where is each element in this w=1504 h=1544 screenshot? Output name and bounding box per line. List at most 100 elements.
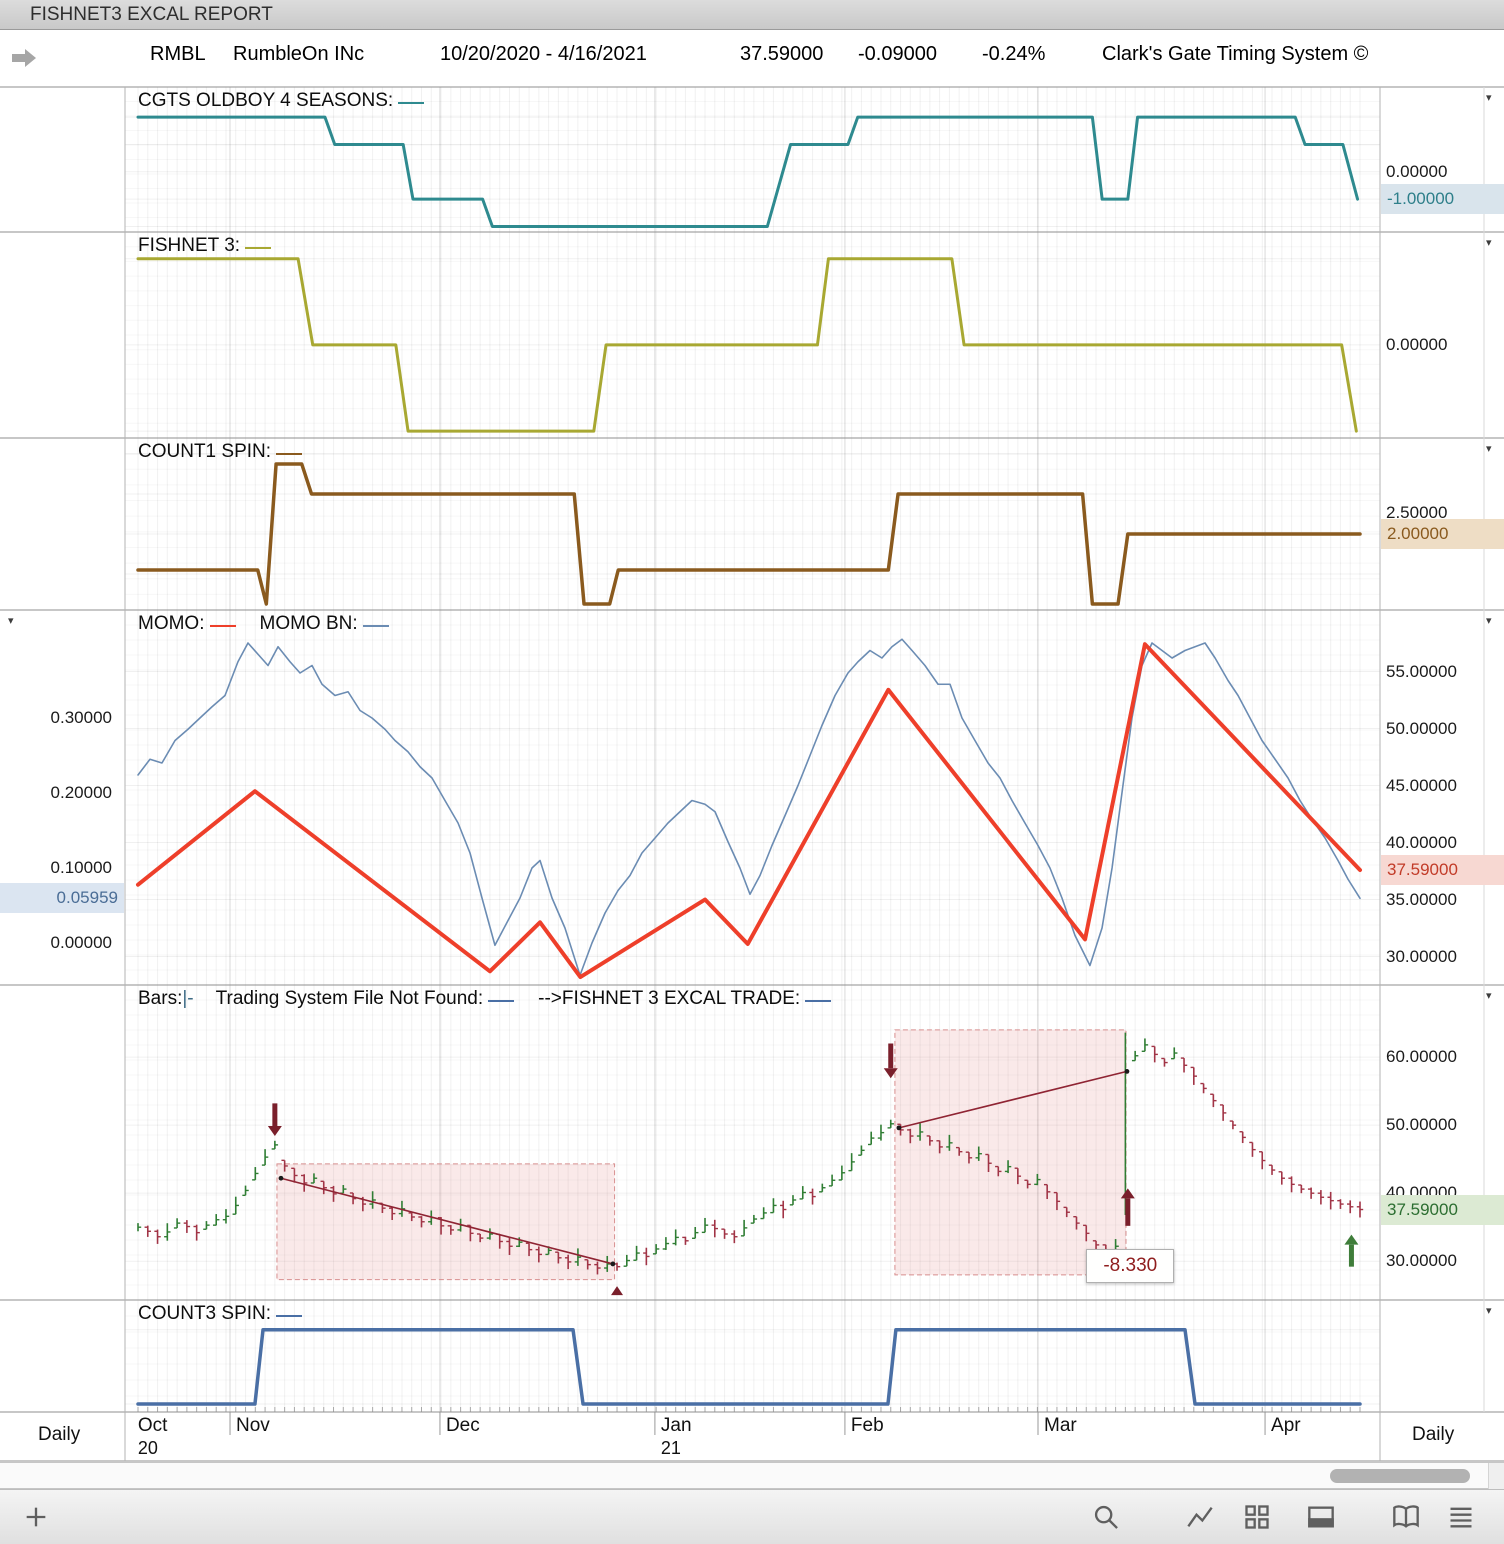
axis-tick-label: 0.00000 xyxy=(1386,334,1448,354)
axis-tick-label: 50.00000 xyxy=(1386,718,1457,738)
panel-title-count1-spin: COUNT1 SPIN: xyxy=(138,441,304,463)
price-change: -0.09000 xyxy=(858,43,937,65)
bottom-toolbar xyxy=(0,1489,1504,1544)
axis-value-highlight: -1.00000 xyxy=(1381,184,1504,215)
series-count1-spin xyxy=(136,462,1362,606)
system-credit: Clark's Gate Timing System © xyxy=(1102,43,1369,65)
panel-price-bars xyxy=(125,1029,1380,1296)
trade-zone xyxy=(894,1029,1127,1276)
axis-tick-label: 50.00000 xyxy=(1386,1115,1457,1135)
panel-collapse-control[interactable]: ▾ xyxy=(1486,237,1492,249)
month-label: Jan xyxy=(660,1415,692,1436)
series-color-swatch xyxy=(276,1315,303,1317)
panel-label: Trading System File Not Found: xyxy=(215,988,484,1009)
year-label: 21 xyxy=(660,1438,681,1458)
series-color-swatch xyxy=(805,1000,832,1002)
panel-separators xyxy=(0,86,1504,1462)
series-color-swatch xyxy=(276,453,303,455)
month-label: Nov xyxy=(236,1415,270,1436)
axis-tick-label: 40.00000 xyxy=(1386,832,1457,852)
series-color-swatch xyxy=(362,625,389,627)
axis-value-highlight: 2.00000 xyxy=(1381,519,1504,549)
panel-collapse-control[interactable]: ▾ xyxy=(8,615,14,627)
axis-tick-label: 30.00000 xyxy=(1386,946,1457,966)
window-title: FISHNET3 EXCAL REPORT xyxy=(30,4,273,25)
panel-collapse-control[interactable]: ▾ xyxy=(1486,92,1492,104)
month-label: Feb xyxy=(850,1415,884,1436)
axis-tick-label: 0.00000 xyxy=(1386,161,1448,181)
cover-arrow xyxy=(1120,1188,1135,1199)
axis-tick-label: 0.10000 xyxy=(50,858,112,877)
timeframe-label-right[interactable]: Daily xyxy=(1412,1424,1455,1445)
menu-icon[interactable] xyxy=(1447,1503,1475,1531)
panel-title-fishnet3: FISHNET 3: xyxy=(138,235,273,257)
date-range: 10/20/2020 - 4/16/2021 xyxy=(440,43,647,65)
trade-loss-label: -8.330 xyxy=(1086,1248,1175,1283)
series-count3-spin xyxy=(136,1327,1362,1406)
panel-label: COUNT1 SPIN: xyxy=(138,441,272,462)
axis-value-highlight: 37.59000 xyxy=(1381,854,1504,885)
panel-title-bars: Bars: |- Trading System File Not Found: … xyxy=(138,988,833,1010)
last-price: 37.59000 xyxy=(740,43,824,65)
trade-line xyxy=(898,1070,1128,1129)
quote-header: RMBL RumbleOn INc 10/20/2020 - 4/16/2021… xyxy=(0,31,1504,87)
series-color-swatch xyxy=(209,625,236,627)
trade-zone xyxy=(276,1163,616,1281)
series-cgts-oldboy-4-seasons xyxy=(136,115,1360,229)
horizontal-scrollbar[interactable] xyxy=(0,1462,1504,1490)
series-color-swatch xyxy=(398,102,425,104)
panel-label: CGTS OLDBOY 4 SEASONS: xyxy=(138,90,394,111)
ticker-symbol: RMBL xyxy=(150,43,206,65)
panel-view-icon[interactable] xyxy=(1307,1503,1335,1531)
axis-tick-label: 60.00000 xyxy=(1386,1047,1457,1067)
trade-line xyxy=(280,1177,614,1265)
trade-exit-marker xyxy=(611,1286,624,1296)
panel-label: MOMO BN: xyxy=(259,613,358,634)
panel-label: FISHNET 3: xyxy=(138,235,241,256)
panel-collapse-control[interactable]: ▾ xyxy=(1486,443,1492,455)
panel-label: MOMO: xyxy=(138,613,205,634)
add-button[interactable] xyxy=(22,1503,50,1531)
panel-fishnet3 xyxy=(125,257,1380,433)
axis-tick-label: 35.00000 xyxy=(1386,889,1457,909)
month-label: Oct xyxy=(137,1415,168,1436)
axis-tick-label: 0.00000 xyxy=(50,933,112,952)
axis-tick-label: 30.00000 xyxy=(1386,1251,1457,1271)
axis-tick-label: 0.30000 xyxy=(50,708,112,727)
series-color-swatch xyxy=(245,247,272,249)
panel-title-cgts-oldboy: CGTS OLDBOY 4 SEASONS: xyxy=(138,90,426,112)
panel-momo xyxy=(125,638,1380,980)
timeframe-label-left[interactable]: Daily xyxy=(38,1424,81,1445)
layout-grid-icon[interactable] xyxy=(1243,1503,1271,1531)
company-name: RumbleOn INc xyxy=(233,43,365,65)
month-label: Dec xyxy=(445,1415,480,1436)
panel-count1-spin xyxy=(125,453,1380,606)
axis-value-highlight: 37.59000 xyxy=(1381,1194,1504,1225)
panel-collapse-control[interactable]: ▾ xyxy=(1486,990,1492,1002)
buy-arrow xyxy=(1344,1234,1359,1245)
month-label: Mar xyxy=(1044,1415,1077,1436)
series-fishnet-3 xyxy=(136,257,1358,433)
search-icon[interactable] xyxy=(1092,1503,1120,1531)
sell-arrow-2 xyxy=(883,1068,898,1079)
panel-label: Bars: xyxy=(138,988,183,1009)
series-momo-bn xyxy=(137,638,1361,977)
window-titlebar[interactable]: FISHNET3 EXCAL REPORT xyxy=(0,0,1504,30)
panel-count3-spin xyxy=(125,1327,1380,1412)
scrollbar-thumb[interactable] xyxy=(1330,1469,1470,1483)
axis-tick-label: 2.50000 xyxy=(1386,503,1448,523)
forward-arrow-icon[interactable] xyxy=(10,47,38,69)
bar-style-glyph: |- xyxy=(182,988,194,1009)
chart-line-icon[interactable] xyxy=(1186,1503,1214,1531)
grid-lines xyxy=(137,87,1361,1412)
panel-cgts-o4s xyxy=(125,115,1380,229)
book-icon[interactable] xyxy=(1392,1503,1420,1531)
panel-collapse-control[interactable]: ▾ xyxy=(1486,615,1492,627)
panel-collapse-control[interactable]: ▾ xyxy=(1486,1305,1492,1317)
scrollbar-corner xyxy=(1488,1463,1504,1490)
panel-title-count3-spin: COUNT3 SPIN: xyxy=(138,1303,304,1325)
axis-tick-label: 40.00000 xyxy=(1386,1183,1457,1203)
series-momo xyxy=(136,642,1362,980)
panel-label: -->FISHNET 3 EXCAL TRADE: xyxy=(538,988,801,1009)
axis-tick-label: 55.00000 xyxy=(1386,661,1457,681)
